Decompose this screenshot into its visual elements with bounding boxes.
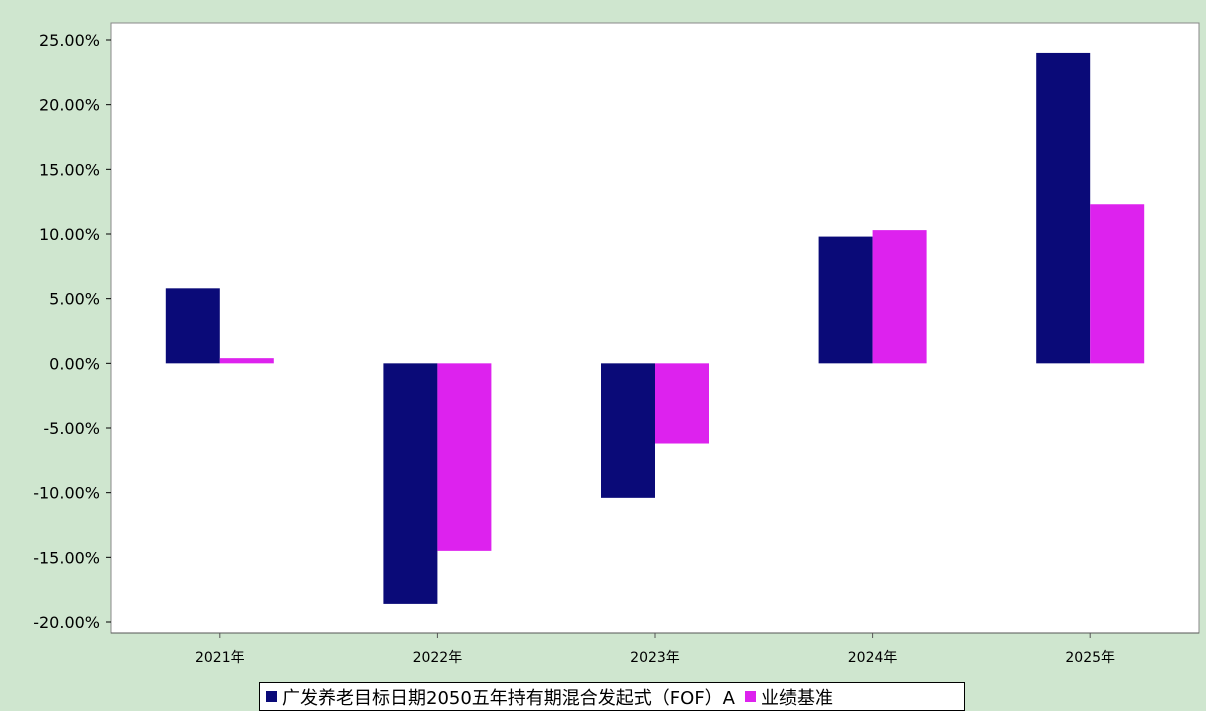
bar-fund-4 xyxy=(1036,52,1091,364)
legend: 广发养老目标日期2050五年持有期混合发起式（FOF）A 业绩基准 xyxy=(259,682,965,711)
y-axis: 25.00% 20.00% 15.00% 10.00% 5.00% 0.00% -5.00%… xyxy=(33,31,111,632)
legend-label-benchmark: 业绩基准 xyxy=(761,687,833,709)
bar-benchmark-0 xyxy=(219,358,274,364)
bar-fund-3 xyxy=(818,236,873,364)
bar-benchmark-4 xyxy=(1090,204,1145,364)
bar-fund-0 xyxy=(165,288,220,364)
x-tick-label: 2025年 xyxy=(1065,650,1115,666)
bar-fund-2 xyxy=(601,363,655,498)
bar-benchmark-2 xyxy=(655,363,709,444)
bar-benchmark-3 xyxy=(872,230,927,364)
legend-label-fund: 广发养老目标日期2050五年持有期混合发起式（FOF）A xyxy=(282,687,735,709)
legend-item-fund: 广发养老目标日期2050五年持有期混合发起式（FOF）A xyxy=(266,684,735,710)
legend-swatch-fund xyxy=(266,691,277,702)
x-tick-label: 2024年 xyxy=(848,650,898,666)
legend-swatch-benchmark xyxy=(745,691,756,702)
plot-area xyxy=(110,22,1200,634)
y-tick-label: 20.00% xyxy=(39,96,100,115)
y-tick-label: -15.00% xyxy=(33,548,100,567)
bar-chart: 25.00% 20.00% 15.00% 10.00% 5.00% 0.00% -5.00%… xyxy=(33,22,1200,666)
y-tick-label: 10.00% xyxy=(39,225,100,244)
y-tick-label: 15.00% xyxy=(39,160,100,179)
x-tick-label: 2023年 xyxy=(630,650,680,666)
y-tick-label: -5.00% xyxy=(43,419,100,438)
y-tick-label: -20.00% xyxy=(33,613,100,632)
y-tick-label: 25.00% xyxy=(39,31,100,50)
legend-item-benchmark: 业绩基准 xyxy=(745,684,833,710)
x-tick-label: 2021年 xyxy=(195,650,245,666)
bar-fund-1 xyxy=(383,363,438,604)
x-axis: 2021年 2022年 2023年 2024年 2025年 xyxy=(111,632,1199,666)
y-tick-label: 0.00% xyxy=(49,354,100,373)
x-tick-label: 2022年 xyxy=(413,650,463,666)
bars xyxy=(165,52,1145,604)
y-tick-label: -10.00% xyxy=(33,484,100,503)
bar-benchmark-1 xyxy=(437,363,492,551)
y-tick-label: 5.00% xyxy=(49,290,100,309)
